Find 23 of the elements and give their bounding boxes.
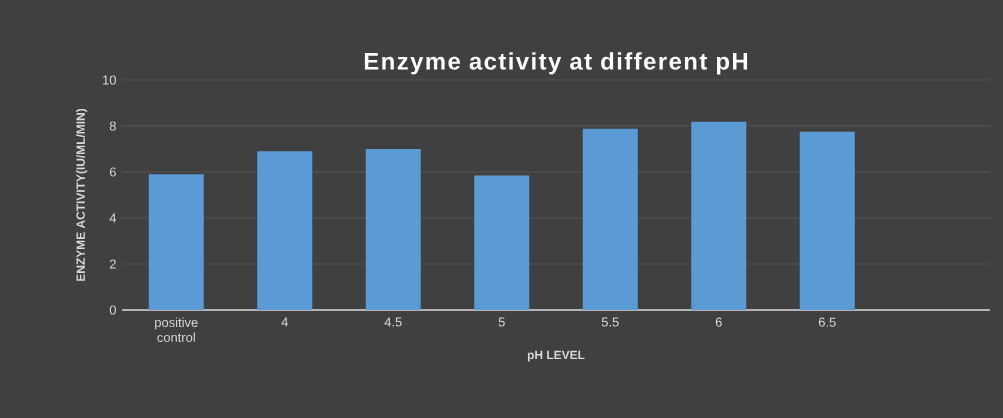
x-tick-label: 4.5	[384, 317, 402, 327]
x-tick-label: 6	[715, 317, 722, 327]
y-axis-title: ENZYME ACTIVITY(IU/ML/MIN)	[76, 108, 88, 281]
x-axis-title: pH LEVEL	[527, 350, 585, 362]
x-tick-label: 5.5	[601, 317, 619, 327]
y-tick-label: 6	[109, 167, 116, 177]
bar	[691, 121, 747, 310]
y-tick-label: 4	[109, 213, 117, 223]
y-tick-label: 10	[103, 75, 116, 85]
y-tick-label: 0	[109, 305, 116, 315]
bar	[148, 174, 204, 310]
y-tick-label: 2	[109, 259, 116, 269]
x-tick-label: 4	[281, 317, 288, 327]
x-tick-label: 5	[498, 317, 505, 327]
bar	[365, 149, 421, 310]
chart-title: Enzyme activity at different pH	[364, 52, 748, 75]
bar	[582, 128, 638, 310]
bar	[799, 131, 855, 310]
y-tick-label: 8	[109, 121, 116, 131]
x-tick-label: positive control	[155, 317, 198, 342]
x-tick-label: 6.5	[818, 317, 836, 327]
bar	[474, 175, 530, 310]
bar	[257, 151, 313, 310]
